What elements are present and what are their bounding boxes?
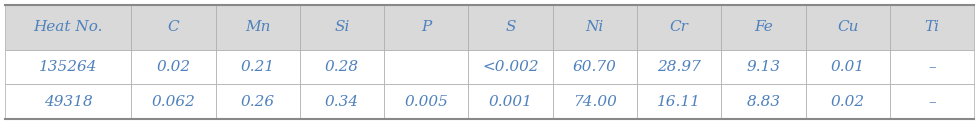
Text: Cu: Cu [836, 20, 858, 34]
Text: –: – [927, 95, 935, 109]
Text: 60.70: 60.70 [572, 60, 616, 74]
Text: P: P [421, 20, 431, 34]
Bar [721, 50, 805, 84]
Bar [553, 5, 637, 50]
Text: C: C [167, 20, 179, 34]
Bar [5, 84, 131, 119]
Bar [299, 5, 383, 50]
Text: S: S [505, 20, 515, 34]
Text: 28.97: 28.97 [656, 60, 700, 74]
Text: 135264: 135264 [39, 60, 97, 74]
Bar [637, 5, 721, 50]
Bar [383, 5, 467, 50]
Bar [889, 5, 973, 50]
Text: Ni: Ni [585, 20, 603, 34]
Bar [131, 84, 215, 119]
Bar [467, 5, 553, 50]
Text: <0.002: <0.002 [482, 60, 538, 74]
Text: 8.83: 8.83 [745, 95, 779, 109]
Bar [5, 50, 131, 84]
Bar [637, 84, 721, 119]
Bar [805, 5, 889, 50]
Text: Si: Si [333, 20, 349, 34]
Bar [299, 84, 383, 119]
Bar [467, 84, 553, 119]
Bar [215, 84, 299, 119]
Text: Heat No.: Heat No. [33, 20, 103, 34]
Bar [805, 84, 889, 119]
Text: 0.28: 0.28 [325, 60, 359, 74]
Bar [299, 50, 383, 84]
Bar [553, 50, 637, 84]
Text: –: – [927, 60, 935, 74]
Text: 0.02: 0.02 [156, 60, 191, 74]
Text: 0.26: 0.26 [241, 95, 275, 109]
Text: Cr: Cr [669, 20, 688, 34]
Bar [889, 84, 973, 119]
Bar [131, 50, 215, 84]
Bar [805, 50, 889, 84]
Bar [637, 50, 721, 84]
Text: 0.062: 0.062 [152, 95, 196, 109]
Bar [215, 50, 299, 84]
Bar [215, 5, 299, 50]
Text: 0.01: 0.01 [829, 60, 864, 74]
Bar [889, 50, 973, 84]
Text: 16.11: 16.11 [656, 95, 700, 109]
Bar [383, 50, 467, 84]
Bar [721, 84, 805, 119]
Text: Mn: Mn [244, 20, 270, 34]
Bar [383, 84, 467, 119]
Bar [467, 50, 553, 84]
Bar [721, 5, 805, 50]
Text: 0.02: 0.02 [829, 95, 864, 109]
Text: 9.13: 9.13 [745, 60, 779, 74]
Text: 74.00: 74.00 [572, 95, 616, 109]
Text: 49318: 49318 [44, 95, 92, 109]
Text: 0.005: 0.005 [404, 95, 448, 109]
Bar [5, 5, 131, 50]
Text: Ti: Ti [923, 20, 939, 34]
Text: 0.34: 0.34 [325, 95, 359, 109]
Bar [131, 5, 215, 50]
Text: 0.21: 0.21 [241, 60, 275, 74]
Bar [553, 84, 637, 119]
Text: 0.001: 0.001 [488, 95, 532, 109]
Text: Fe: Fe [753, 20, 772, 34]
